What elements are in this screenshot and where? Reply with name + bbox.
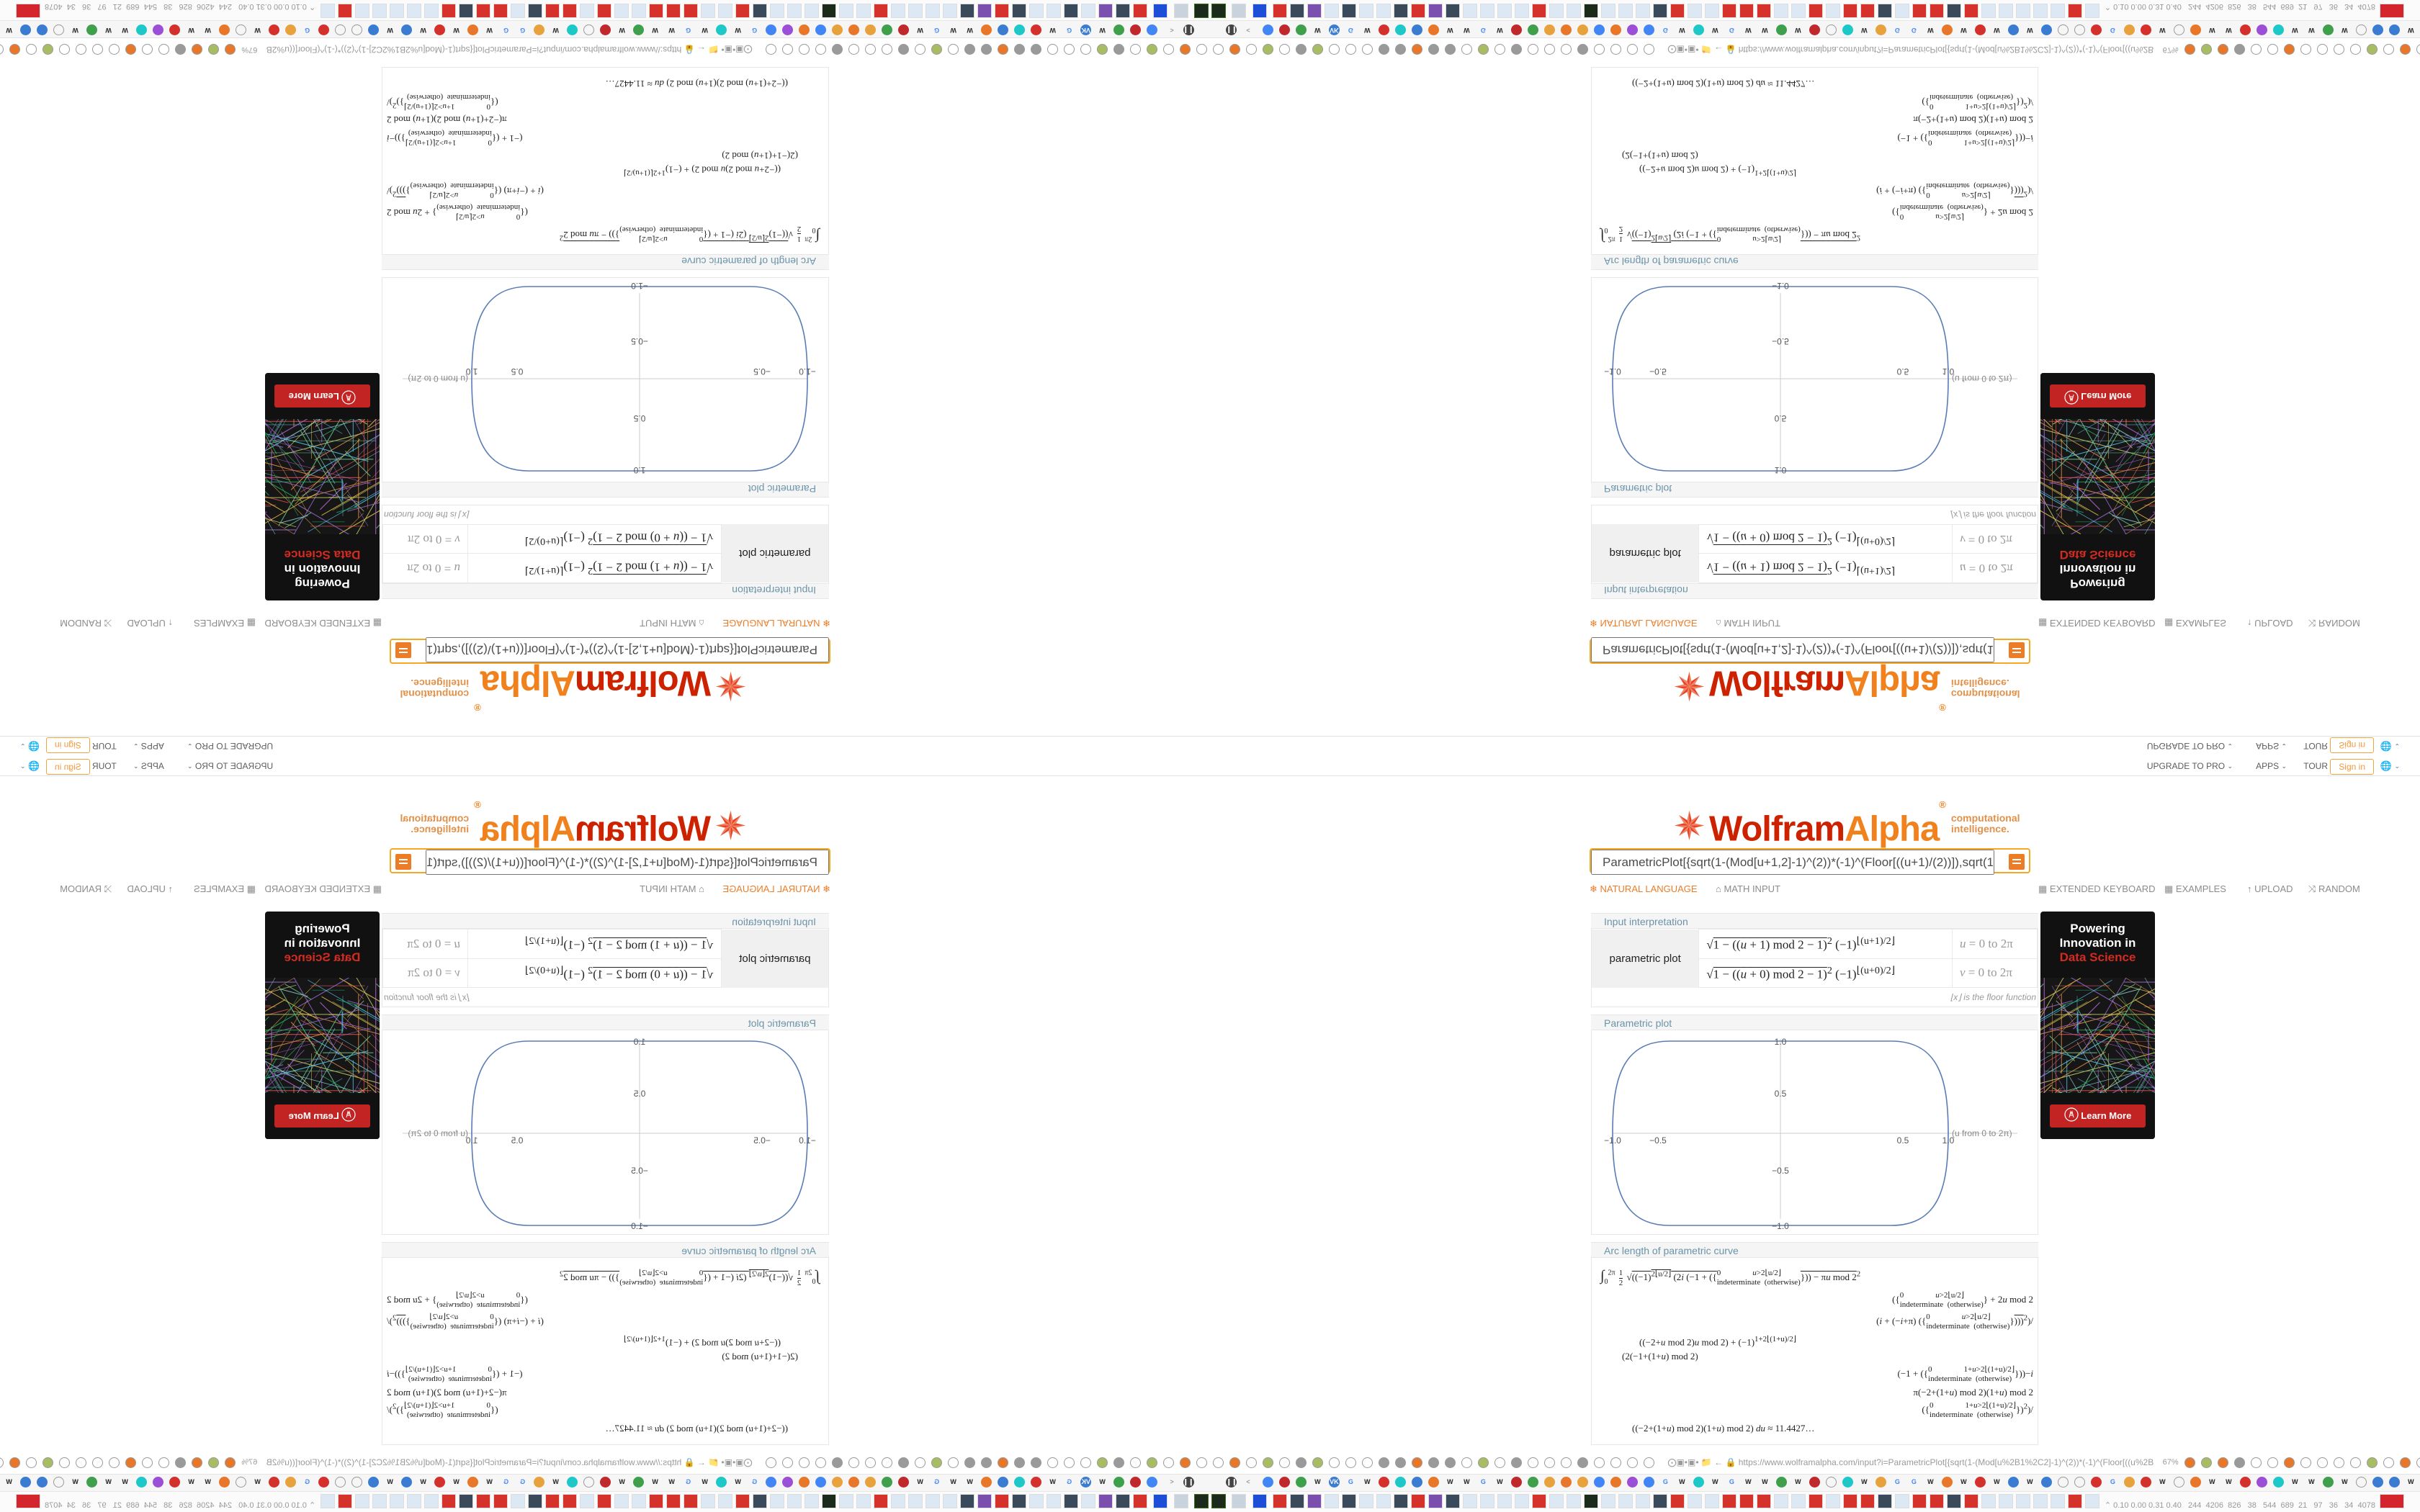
- svg-text:−0.5: −0.5: [631, 336, 648, 346]
- svg-text:1.0: 1.0: [1775, 1037, 1787, 1047]
- svg-text:(u from 0 to 2π): (u from 0 to 2π): [408, 1128, 468, 1138]
- svg-text:0.5: 0.5: [511, 1135, 523, 1146]
- svg-text:0.5: 0.5: [1775, 413, 1787, 423]
- svg-text:−0.5: −0.5: [1772, 336, 1789, 346]
- svg-text:0.5: 0.5: [1897, 366, 1909, 377]
- svg-text:(u from 0 to 2π): (u from 0 to 2π): [1952, 1128, 2012, 1138]
- svg-text:1.0: 1.0: [633, 1037, 645, 1047]
- svg-text:−1.0: −1.0: [799, 1135, 816, 1146]
- svg-text:−0.5: −0.5: [1772, 1166, 1789, 1176]
- svg-text:−0.5: −0.5: [631, 1166, 648, 1176]
- svg-text:0.5: 0.5: [1775, 1089, 1787, 1099]
- svg-text:−1.0: −1.0: [1604, 1135, 1621, 1146]
- svg-text:−1.0: −1.0: [1772, 281, 1789, 291]
- svg-text:1.0: 1.0: [633, 465, 645, 475]
- svg-text:1.0: 1.0: [1775, 465, 1787, 475]
- svg-text:−0.5: −0.5: [753, 366, 771, 377]
- svg-text:0.5: 0.5: [633, 413, 645, 423]
- svg-text:0.5: 0.5: [633, 1089, 645, 1099]
- svg-text:−1.0: −1.0: [1604, 366, 1621, 377]
- svg-text:−1.0: −1.0: [1772, 1221, 1789, 1231]
- svg-text:(u from 0 to 2π): (u from 0 to 2π): [408, 374, 468, 384]
- svg-text:−0.5: −0.5: [753, 1135, 771, 1146]
- svg-text:−1.0: −1.0: [631, 281, 648, 291]
- svg-text:−0.5: −0.5: [1649, 366, 1667, 377]
- svg-text:−0.5: −0.5: [1649, 1135, 1667, 1146]
- svg-text:0.5: 0.5: [511, 366, 523, 377]
- svg-text:(u from 0 to 2π): (u from 0 to 2π): [1952, 374, 2012, 384]
- svg-text:−1.0: −1.0: [799, 366, 816, 377]
- svg-text:−1.0: −1.0: [631, 1221, 648, 1231]
- svg-text:0.5: 0.5: [1897, 1135, 1909, 1146]
